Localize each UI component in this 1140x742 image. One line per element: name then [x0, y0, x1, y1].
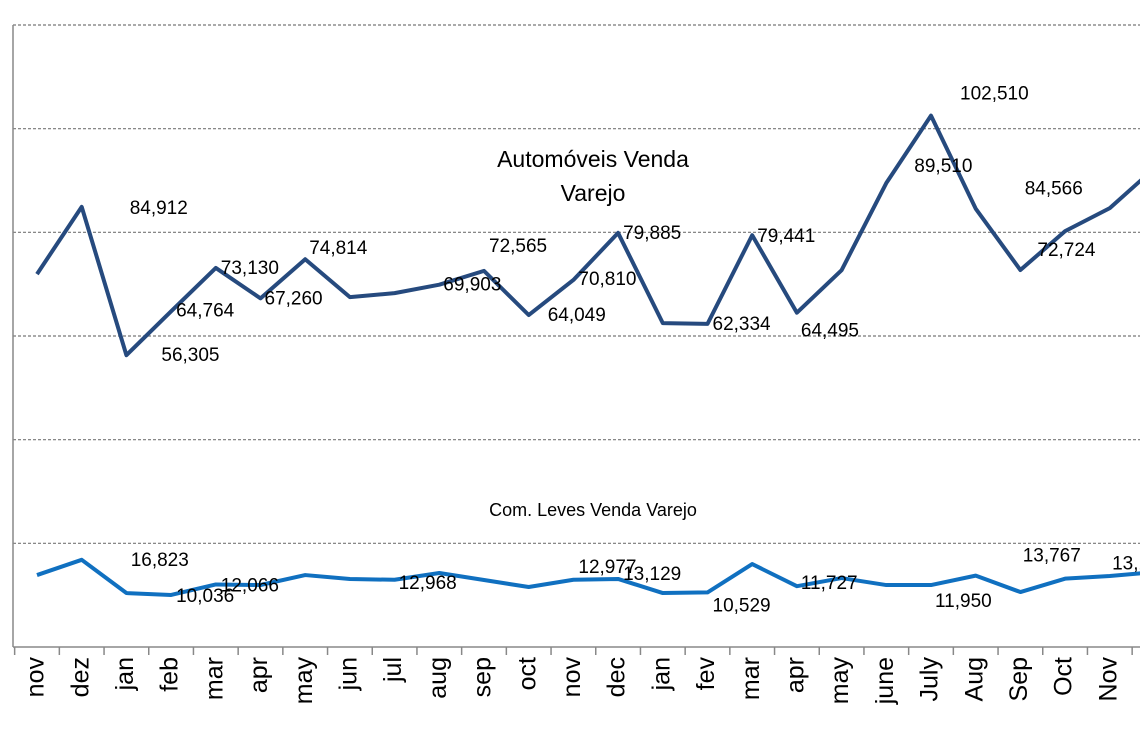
data-label: 84,566 — [1025, 179, 1083, 200]
x-tick-label: oct — [513, 657, 541, 690]
data-label: 79,441 — [757, 226, 815, 247]
line-series — [36, 557, 1140, 597]
data-label: 56,305 — [161, 345, 219, 366]
x-tick-label: dez — [66, 657, 94, 697]
x-tick-label: june — [871, 657, 899, 705]
data-label: 62,334 — [713, 314, 772, 335]
data-label: 64,495 — [801, 321, 859, 342]
data-label: 10,529 — [713, 595, 771, 616]
x-tick-label: apr — [245, 657, 273, 693]
line-series — [35, 113, 1140, 358]
data-label: 13,129 — [623, 564, 681, 585]
data-label: 16,823 — [131, 550, 189, 571]
data-label: 12,066 — [221, 575, 279, 596]
x-tick-label: nov — [558, 657, 586, 698]
x-tick-label: Oct — [1050, 657, 1078, 696]
x-tick-label: may — [290, 657, 318, 705]
x-tick-label: nov — [22, 657, 50, 698]
data-label: 11,950 — [935, 591, 992, 612]
x-tick-label: jun — [335, 657, 363, 691]
x-tick-label: jul — [379, 657, 407, 683]
x-tick-label: feb — [156, 657, 184, 692]
data-label: 12,977 — [578, 557, 636, 578]
x-tick-label: apr — [782, 657, 810, 693]
data-label: 13,185 — [1112, 554, 1140, 575]
x-tick-label: jan — [647, 657, 675, 691]
series-name-1: Automóveis Venda Varejo — [497, 146, 689, 206]
series-name-2: Com. Leves Venda Varejo — [489, 500, 697, 520]
data-label: 102,510 — [960, 84, 1029, 105]
x-tick-label: Nov — [1094, 657, 1122, 702]
x-tick-label: aug — [424, 657, 452, 699]
data-label: 69,903 — [443, 275, 501, 296]
x-tick-label: mar — [737, 657, 765, 700]
data-label: 64,764 — [176, 300, 235, 321]
x-tick-label: dec — [603, 657, 631, 697]
x-tick-label: jan — [111, 657, 139, 691]
x-tick-label: mar — [200, 657, 228, 700]
x-tick-label: July — [916, 657, 944, 702]
data-label: 72,565 — [489, 236, 547, 257]
data-label: 74,814 — [309, 238, 368, 259]
data-label: 11,727 — [801, 573, 858, 594]
x-tick-label: Aug — [960, 657, 988, 701]
data-label: 64,049 — [548, 305, 606, 326]
data-label: 10,036 — [176, 586, 234, 607]
x-tick-label: fev — [692, 657, 720, 691]
data-label: 12,968 — [399, 573, 457, 594]
data-label: 70,810 — [578, 269, 636, 290]
x-tick-label: Sep — [1005, 657, 1033, 701]
data-label: 84,912 — [130, 198, 188, 219]
data-label: 89,510 — [914, 156, 972, 177]
data-label: 73,130 — [221, 258, 279, 279]
data-label: 79,885 — [623, 223, 681, 244]
data-label: 67,260 — [265, 288, 323, 309]
data-label: 72,724 — [1037, 240, 1096, 261]
x-tick-label: sep — [469, 657, 497, 697]
data-label: 13,767 — [1023, 546, 1081, 567]
x-tick-label: may — [826, 657, 854, 705]
